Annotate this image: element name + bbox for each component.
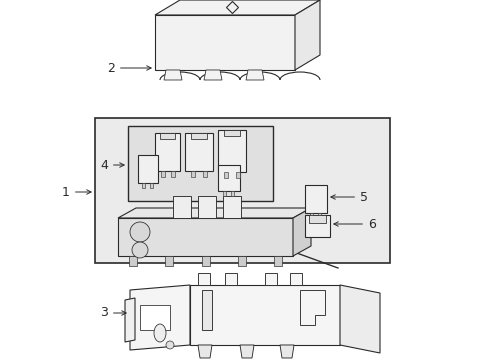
Bar (165, 256, 173, 266)
Bar (129, 256, 137, 266)
Bar (95, 118, 389, 263)
Bar (218, 130, 245, 172)
Bar (160, 171, 164, 177)
Polygon shape (289, 273, 302, 285)
Polygon shape (224, 273, 237, 285)
Bar (309, 213, 312, 218)
Circle shape (165, 341, 174, 349)
Bar (273, 256, 282, 266)
Circle shape (130, 222, 150, 242)
Text: 1: 1 (62, 185, 91, 198)
Bar (184, 133, 213, 171)
Bar (138, 155, 158, 183)
Ellipse shape (154, 324, 165, 342)
Bar (198, 196, 216, 218)
Bar (223, 196, 241, 218)
Polygon shape (190, 285, 339, 345)
Bar (170, 171, 174, 177)
Polygon shape (155, 0, 319, 15)
Text: 5: 5 (330, 190, 367, 203)
Bar (237, 256, 245, 266)
Bar (308, 215, 325, 223)
Polygon shape (292, 208, 310, 256)
Bar (224, 172, 228, 178)
Polygon shape (294, 0, 319, 70)
Polygon shape (299, 290, 325, 325)
Circle shape (132, 242, 148, 258)
Bar (173, 196, 191, 218)
Bar (235, 172, 239, 178)
Polygon shape (240, 345, 253, 358)
Polygon shape (198, 273, 209, 285)
Bar (222, 191, 225, 196)
Bar (231, 191, 234, 196)
Polygon shape (198, 345, 212, 358)
Polygon shape (280, 345, 293, 358)
Bar (218, 165, 240, 191)
Bar (202, 171, 206, 177)
Polygon shape (339, 285, 379, 353)
Bar (305, 215, 329, 237)
Bar (142, 183, 145, 188)
Polygon shape (118, 218, 292, 256)
Polygon shape (155, 15, 294, 70)
Text: 2: 2 (107, 62, 151, 75)
Bar (201, 256, 209, 266)
Polygon shape (130, 285, 190, 350)
Text: 6: 6 (333, 217, 375, 230)
Polygon shape (203, 70, 222, 80)
Polygon shape (245, 70, 264, 80)
Polygon shape (125, 298, 135, 342)
Polygon shape (163, 70, 182, 80)
Bar (155, 133, 180, 171)
Bar (140, 305, 170, 330)
Bar (318, 213, 321, 218)
Polygon shape (264, 273, 276, 285)
Bar (128, 126, 272, 201)
Bar (305, 185, 326, 213)
Bar (190, 133, 207, 139)
Bar (150, 183, 153, 188)
Polygon shape (118, 208, 310, 218)
Bar (223, 130, 240, 136)
Bar (202, 290, 212, 330)
Bar (191, 171, 195, 177)
Text: 3: 3 (100, 306, 126, 320)
Bar (160, 133, 175, 139)
Text: 4: 4 (100, 158, 124, 171)
